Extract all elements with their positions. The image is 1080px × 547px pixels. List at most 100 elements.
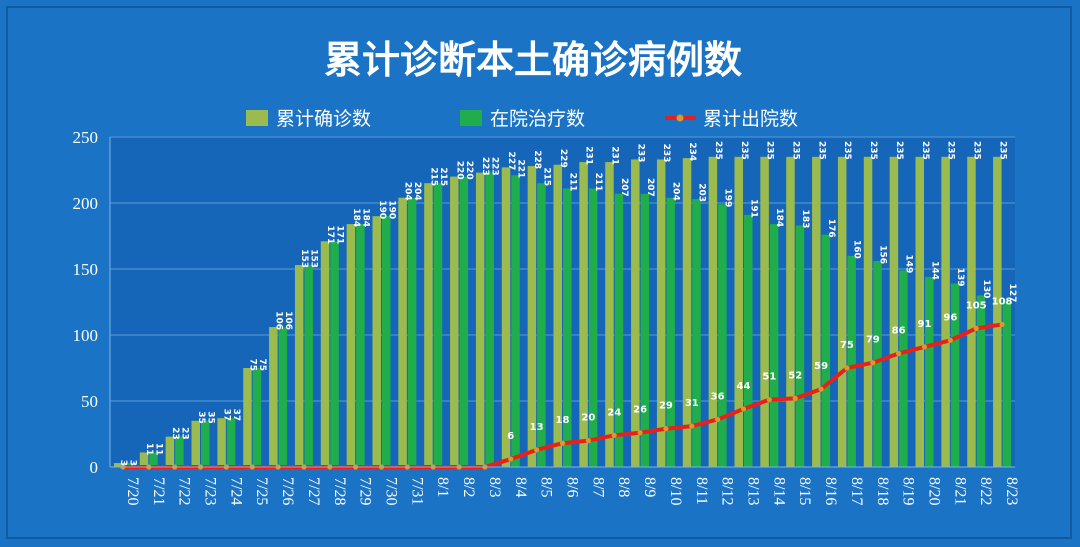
- bar-hospital: [976, 295, 986, 467]
- bar-cumulative: [786, 156, 795, 468]
- bar-hospital: [382, 216, 391, 467]
- bar-cumulative: [450, 176, 459, 467]
- label-cumulative: 235: [894, 141, 904, 160]
- x-tick-label: 8/12: [719, 477, 736, 505]
- x-tick-label: 8/18: [874, 477, 891, 505]
- label-discharged: 24: [607, 407, 621, 418]
- legend-swatch-cumulative: [246, 110, 268, 126]
- y-tick-label-150: 150: [73, 260, 99, 279]
- x-tick-label: 7/21: [150, 477, 167, 505]
- label-hospital: 223: [490, 157, 500, 176]
- label-discharged: 18: [556, 415, 570, 426]
- bar-cumulative: [346, 224, 356, 467]
- legend-swatch-hospital: [460, 110, 482, 126]
- discharged-point: [585, 438, 591, 444]
- bar-cumulative: [165, 436, 175, 467]
- discharged-point: [559, 440, 566, 446]
- bar-cumulative: [243, 368, 252, 467]
- label-cumulative: 235: [868, 141, 878, 160]
- x-tick-label: 7/23: [202, 477, 219, 505]
- x-tick-label: 8/19: [900, 477, 917, 505]
- label-hospital: 204: [671, 182, 681, 201]
- label-cumulative: 153: [299, 249, 309, 268]
- label-cumulative: 190: [377, 200, 387, 219]
- label-hospital: 171: [335, 225, 345, 244]
- label-cumulative: 106: [273, 311, 283, 330]
- discharged-point: [947, 337, 953, 343]
- bar-cumulative: [656, 159, 666, 467]
- label-hospital: 207: [645, 178, 655, 197]
- label-cumulative: 215: [428, 167, 438, 186]
- x-tick-label: 7/28: [331, 477, 348, 505]
- label-cumulative: 235: [790, 141, 800, 160]
- label-hospital: 184: [360, 208, 370, 227]
- legend-label-cumulative: 累计确诊数: [276, 108, 371, 130]
- discharged-point: [999, 321, 1005, 328]
- bar-hospital: [511, 175, 520, 467]
- chart-title: 累计诊断本土确诊病例数: [324, 38, 742, 82]
- bar-hospital: [330, 241, 339, 467]
- label-cumulative: 231: [609, 146, 619, 165]
- label-hospital: 176: [826, 219, 836, 238]
- label-cumulative: 228: [532, 150, 542, 169]
- label-discharged: 91: [918, 319, 932, 330]
- label-discharged: 105: [966, 300, 987, 311]
- x-tick-label: 7/29: [357, 477, 374, 505]
- bar-hospital: [201, 420, 210, 467]
- x-tick-label: 8/5: [538, 477, 555, 497]
- bar-cumulative: [294, 265, 304, 467]
- discharged-point: [896, 350, 902, 357]
- bar-hospital: [692, 199, 701, 468]
- label-hospital: 35: [205, 411, 215, 424]
- bar-cumulative: [475, 172, 485, 467]
- label-discharged: 26: [633, 405, 647, 416]
- label-cumulative: 35: [196, 411, 206, 424]
- bar-hospital: [407, 197, 417, 467]
- label-cumulative: 234: [687, 142, 697, 161]
- x-tick-label: 7/31: [408, 477, 425, 505]
- label-discharged: 75: [840, 340, 854, 351]
- bar-cumulative: [631, 159, 640, 467]
- bar-hospital: [304, 265, 313, 467]
- bar-hospital: [614, 193, 624, 467]
- x-tick-label: 8/21: [951, 477, 968, 505]
- bar-hospital: [252, 368, 262, 467]
- discharged-point: [663, 426, 669, 432]
- x-tick-label: 7/20: [124, 477, 141, 505]
- discharged-point: [870, 360, 876, 366]
- discharged-point: [844, 365, 850, 371]
- label-cumulative: 204: [403, 182, 413, 201]
- bar-cumulative: [941, 156, 950, 468]
- x-axis: 7/20 7/21 7/22 7/23 7/24 7/25 7/26 7/27 7/28 7/29…: [110, 466, 1020, 505]
- bars: [113, 156, 1012, 468]
- label-cumulative: 231: [584, 146, 594, 165]
- label-discharged: 29: [659, 401, 673, 412]
- x-tick-label: 7/22: [176, 477, 193, 505]
- discharged-point: [973, 325, 979, 331]
- bar-hospital: [588, 188, 598, 468]
- label-cumulative: 75: [247, 358, 257, 371]
- bar-cumulative: [967, 156, 976, 468]
- label-hospital: 160: [852, 240, 862, 259]
- bar-hospital: [226, 418, 236, 467]
- label-cumulative: 184: [351, 208, 361, 227]
- label-hospital: 207: [619, 178, 629, 197]
- y-tick-label-200: 200: [73, 194, 99, 213]
- bar-hospital: [821, 234, 831, 467]
- label-cumulative: 235: [816, 141, 826, 160]
- x-tick-label: 8/1: [434, 477, 451, 497]
- label-cumulative: 235: [765, 141, 775, 160]
- label-discharged: 52: [788, 370, 802, 381]
- label-hospital: 23: [179, 427, 189, 440]
- bar-cumulative: [217, 418, 226, 467]
- bar-cumulative: [424, 183, 433, 467]
- discharged-point: [740, 406, 747, 412]
- bar-cumulative: [993, 156, 1002, 468]
- bar-cumulative: [527, 166, 537, 468]
- x-tick-label: 7/27: [305, 477, 322, 505]
- label-hospital: 191: [748, 199, 758, 218]
- bar-hospital: [899, 270, 908, 467]
- bar-cumulative: [501, 167, 511, 468]
